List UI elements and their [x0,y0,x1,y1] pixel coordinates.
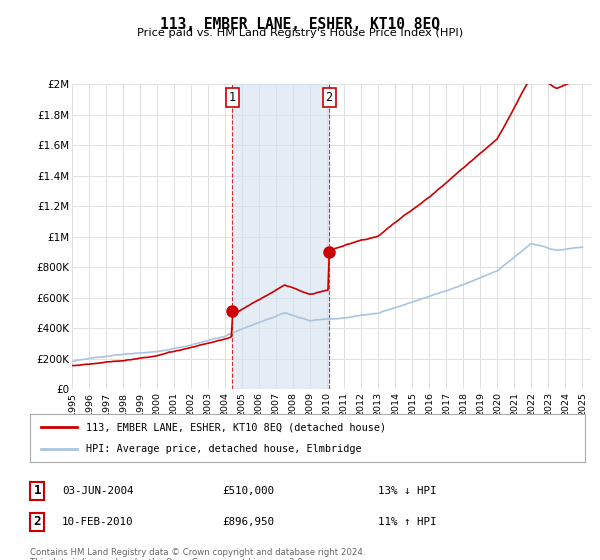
Text: Price paid vs. HM Land Registry's House Price Index (HPI): Price paid vs. HM Land Registry's House … [137,28,463,38]
Text: HPI: Average price, detached house, Elmbridge: HPI: Average price, detached house, Elmb… [86,444,361,454]
Bar [232,84,329,389]
Text: 113, EMBER LANE, ESHER, KT10 8EQ: 113, EMBER LANE, ESHER, KT10 8EQ [160,17,440,32]
Text: 11% ↑ HPI: 11% ↑ HPI [378,517,437,527]
Text: 2: 2 [34,515,41,529]
Text: 13% ↓ HPI: 13% ↓ HPI [378,486,437,496]
Text: £896,950: £896,950 [222,517,274,527]
Text: £510,000: £510,000 [222,486,274,496]
Text: 2: 2 [326,91,332,104]
Text: Contains HM Land Registry data © Crown copyright and database right 2024.
This d: Contains HM Land Registry data © Crown c… [30,548,365,560]
Text: 03-JUN-2004: 03-JUN-2004 [62,486,133,496]
Text: 10-FEB-2010: 10-FEB-2010 [62,517,133,527]
Text: 1: 1 [34,484,41,497]
Text: 1: 1 [229,91,236,104]
Text: 113, EMBER LANE, ESHER, KT10 8EQ (detached house): 113, EMBER LANE, ESHER, KT10 8EQ (detach… [86,422,386,432]
